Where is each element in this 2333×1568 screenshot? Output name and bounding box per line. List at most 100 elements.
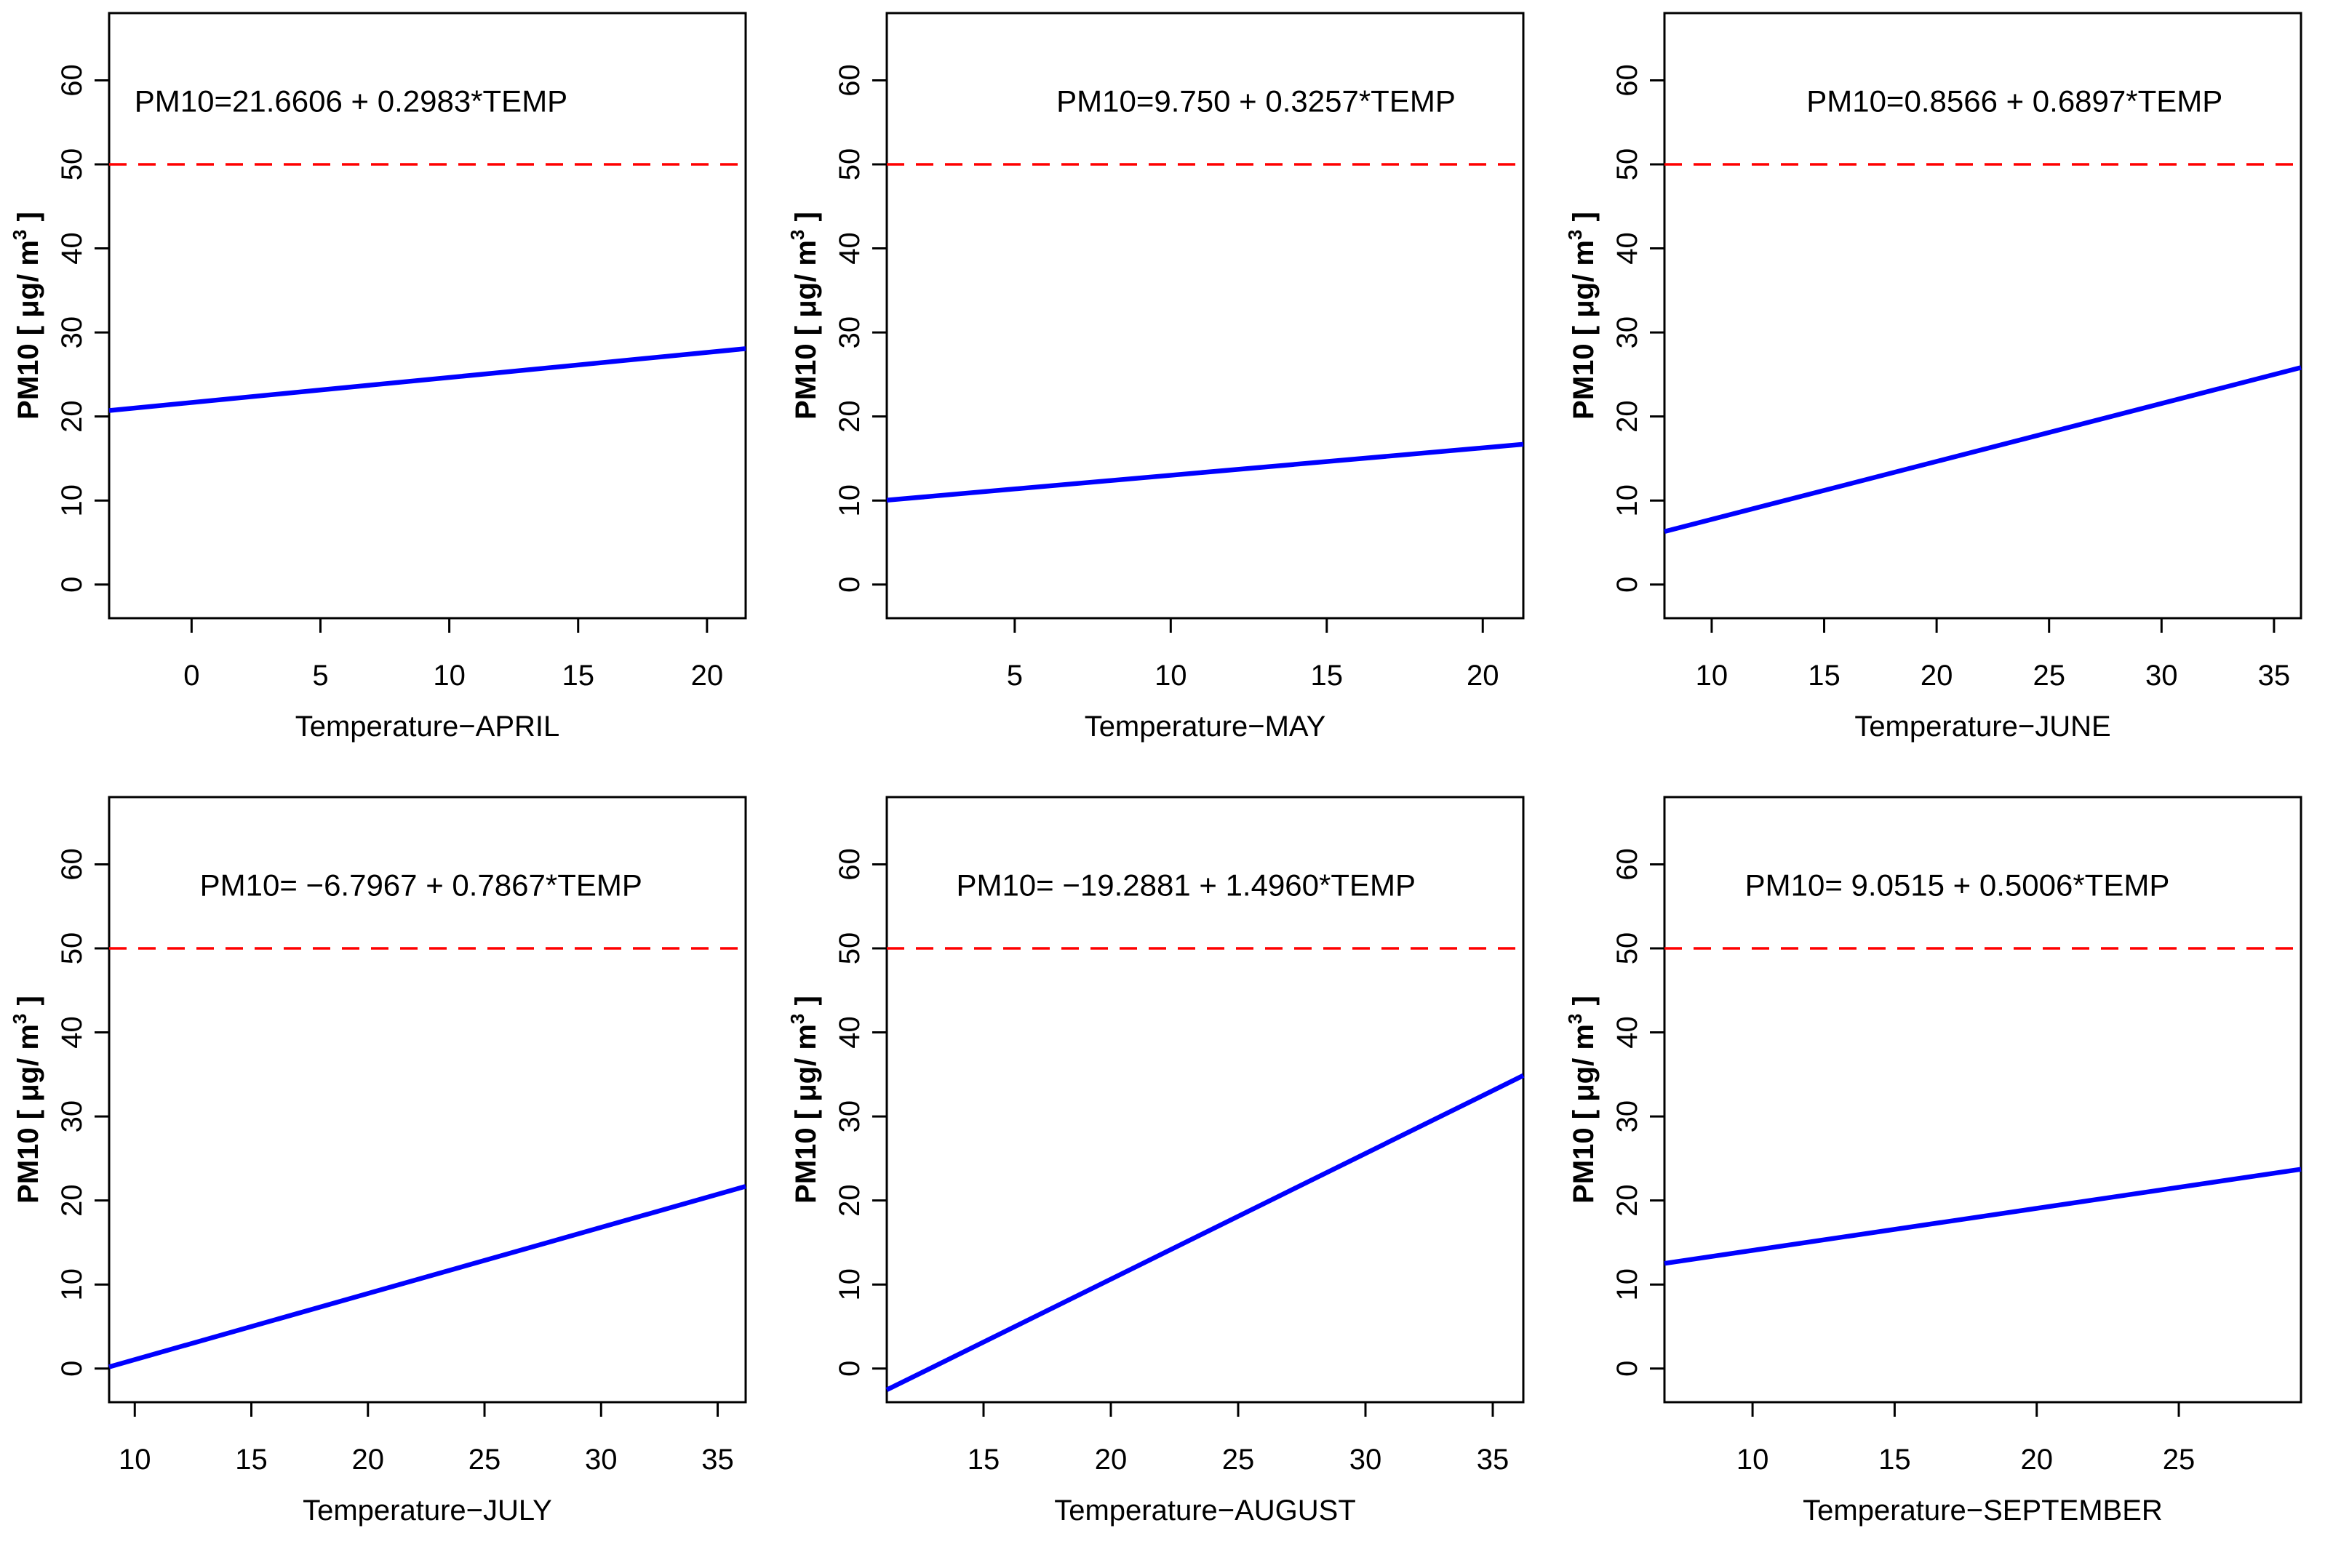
plot-box (1663, 12, 2302, 620)
y-tick-label: 60 (834, 64, 866, 97)
x-tick-label: 15 (1311, 660, 1344, 692)
x-axis: 10 15 20 25 30 35 (119, 1402, 734, 1476)
y-tick-label: 30 (1611, 316, 1643, 349)
y-tick-label: 40 (1611, 1016, 1643, 1049)
y-tick-label: 30 (834, 1100, 866, 1133)
y-tick-label: 0 (1611, 577, 1643, 593)
x-tick-label: 30 (585, 1444, 618, 1476)
x-tick-label: 10 (119, 1444, 151, 1476)
y-tick-label: 60 (56, 848, 88, 881)
plot-box (885, 796, 1525, 1404)
y-tick-label: 20 (1611, 1184, 1643, 1217)
y-tick-label: 10 (56, 1268, 88, 1301)
regression-line (108, 1184, 746, 1369)
y-axis-title: PM10 [ μg/ m3 ] (786, 212, 822, 420)
x-axis-title: Temperature−JUNE (1854, 711, 2110, 743)
y-tick-label: 20 (56, 1184, 88, 1217)
y-tick-label: 40 (56, 232, 88, 265)
y-tick-label: 60 (56, 64, 88, 97)
y-tick-label: 50 (1611, 148, 1643, 181)
plot-box (1663, 796, 2302, 1404)
x-axis-title: Temperature−AUGUST (1054, 1495, 1356, 1527)
y-axis: 0 10 20 30 40 50 60 (56, 64, 109, 593)
x-tick-label: 5 (312, 660, 328, 692)
plot-panel-july: 10 15 20 25 30 35 0 10 20 30 40 50 60 Temperature−JUL… (9, 796, 747, 1527)
x-tick-label: 15 (968, 1444, 1000, 1476)
regression-line (108, 346, 746, 413)
x-tick-label: 25 (2163, 1444, 2196, 1476)
x-tick-label: 10 (433, 660, 466, 692)
equation-label: PM10= 9.0515 + 0.5006*TEMP (1745, 868, 2170, 902)
x-tick-label: 20 (2020, 1444, 2053, 1476)
y-tick-label: 60 (1611, 64, 1643, 97)
y-tick-label: 20 (834, 1184, 866, 1217)
plot-box (108, 796, 747, 1404)
regression-line (885, 1073, 1525, 1392)
equation-label: PM10=21.6606 + 0.2983*TEMP (135, 84, 567, 118)
plot-panel-september: 10 15 20 25 0 10 20 30 40 50 60 Temperature−SEPTEMB… (1564, 796, 2302, 1527)
x-axis-title: Temperature−SEPTEMBER (1803, 1495, 2163, 1527)
x-tick-label: 30 (2145, 660, 2178, 692)
y-tick-label: 0 (834, 1361, 866, 1377)
equation-label: PM10= −19.2881 + 1.4960*TEMP (956, 868, 1416, 902)
x-axis-title: Temperature−APRIL (295, 711, 560, 743)
equation-label: PM10= −6.7967 + 0.7867*TEMP (200, 868, 642, 902)
x-axis: 0 5 10 15 20 (183, 618, 723, 692)
y-tick-label: 40 (834, 232, 866, 265)
x-tick-label: 35 (701, 1444, 734, 1476)
y-tick-label: 50 (834, 148, 866, 181)
x-tick-label: 20 (1095, 1444, 1128, 1476)
plot-panel-june: 10 15 20 25 30 35 0 10 20 30 40 50 60 Temperature−JUN… (1564, 12, 2302, 743)
x-tick-label: 25 (468, 1444, 501, 1476)
plot-panel-august: 15 20 25 30 35 0 10 20 30 40 50 60 Temperature−AUGUS… (786, 796, 1525, 1527)
y-axis: 0 10 20 30 40 50 60 (56, 848, 109, 1377)
y-tick-label: 20 (834, 400, 866, 433)
x-axis-title: Temperature−MAY (1085, 711, 1326, 743)
x-tick-label: 20 (1921, 660, 1953, 692)
y-tick-label: 50 (56, 932, 88, 965)
x-axis: 5 10 15 20 (1007, 618, 1499, 692)
x-tick-label: 15 (562, 660, 594, 692)
x-tick-label: 20 (691, 660, 724, 692)
x-tick-label: 10 (1736, 1444, 1769, 1476)
y-tick-label: 0 (56, 577, 88, 593)
y-tick-label: 40 (834, 1016, 866, 1049)
regression-line (886, 441, 1524, 503)
plot-box (108, 12, 747, 620)
y-axis-title: PM10 [ μg/ m3 ] (1564, 996, 1600, 1204)
x-tick-label: 20 (352, 1444, 385, 1476)
y-axis: 0 10 20 30 40 50 60 (1611, 64, 1664, 593)
x-tick-label: 15 (1878, 1444, 1911, 1476)
y-tick-label: 0 (834, 577, 866, 593)
y-tick-label: 30 (834, 316, 866, 349)
x-tick-label: 20 (1467, 660, 1499, 692)
x-tick-label: 15 (235, 1444, 268, 1476)
y-axis: 0 10 20 30 40 50 60 (1611, 848, 1664, 1377)
x-axis: 15 20 25 30 35 (968, 1402, 1510, 1476)
y-tick-label: 10 (834, 484, 866, 517)
y-axis: 0 10 20 30 40 50 60 (834, 64, 887, 593)
y-axis-title: PM10 [ μg/ m3 ] (786, 996, 822, 1204)
y-tick-label: 20 (1611, 400, 1643, 433)
x-axis: 10 15 20 25 30 35 (1696, 618, 2290, 692)
y-tick-label: 10 (1611, 484, 1643, 517)
y-tick-label: 30 (1611, 1100, 1643, 1133)
x-tick-label: 35 (1477, 1444, 1510, 1476)
x-tick-label: 25 (1222, 1444, 1255, 1476)
y-tick-label: 40 (56, 1016, 88, 1049)
y-tick-label: 10 (1611, 1268, 1643, 1301)
x-tick-label: 25 (2033, 660, 2065, 692)
y-tick-label: 10 (56, 484, 88, 517)
y-tick-label: 50 (1611, 932, 1643, 965)
x-tick-label: 35 (2258, 660, 2291, 692)
plot-panel-april: 0 5 10 15 20 0 10 20 30 40 50 60 Temperature−APRIL PM… (9, 12, 747, 743)
y-tick-label: 10 (834, 1268, 866, 1301)
y-tick-label: 30 (56, 1100, 88, 1133)
x-axis: 10 15 20 25 (1736, 1402, 2195, 1476)
equation-label: PM10=0.8566 + 0.6897*TEMP (1806, 84, 2222, 118)
y-tick-label: 60 (834, 848, 866, 881)
y-axis-title: PM10 [ μg/ m3 ] (1564, 212, 1600, 420)
y-tick-label: 0 (56, 1361, 88, 1377)
x-tick-label: 0 (183, 660, 199, 692)
